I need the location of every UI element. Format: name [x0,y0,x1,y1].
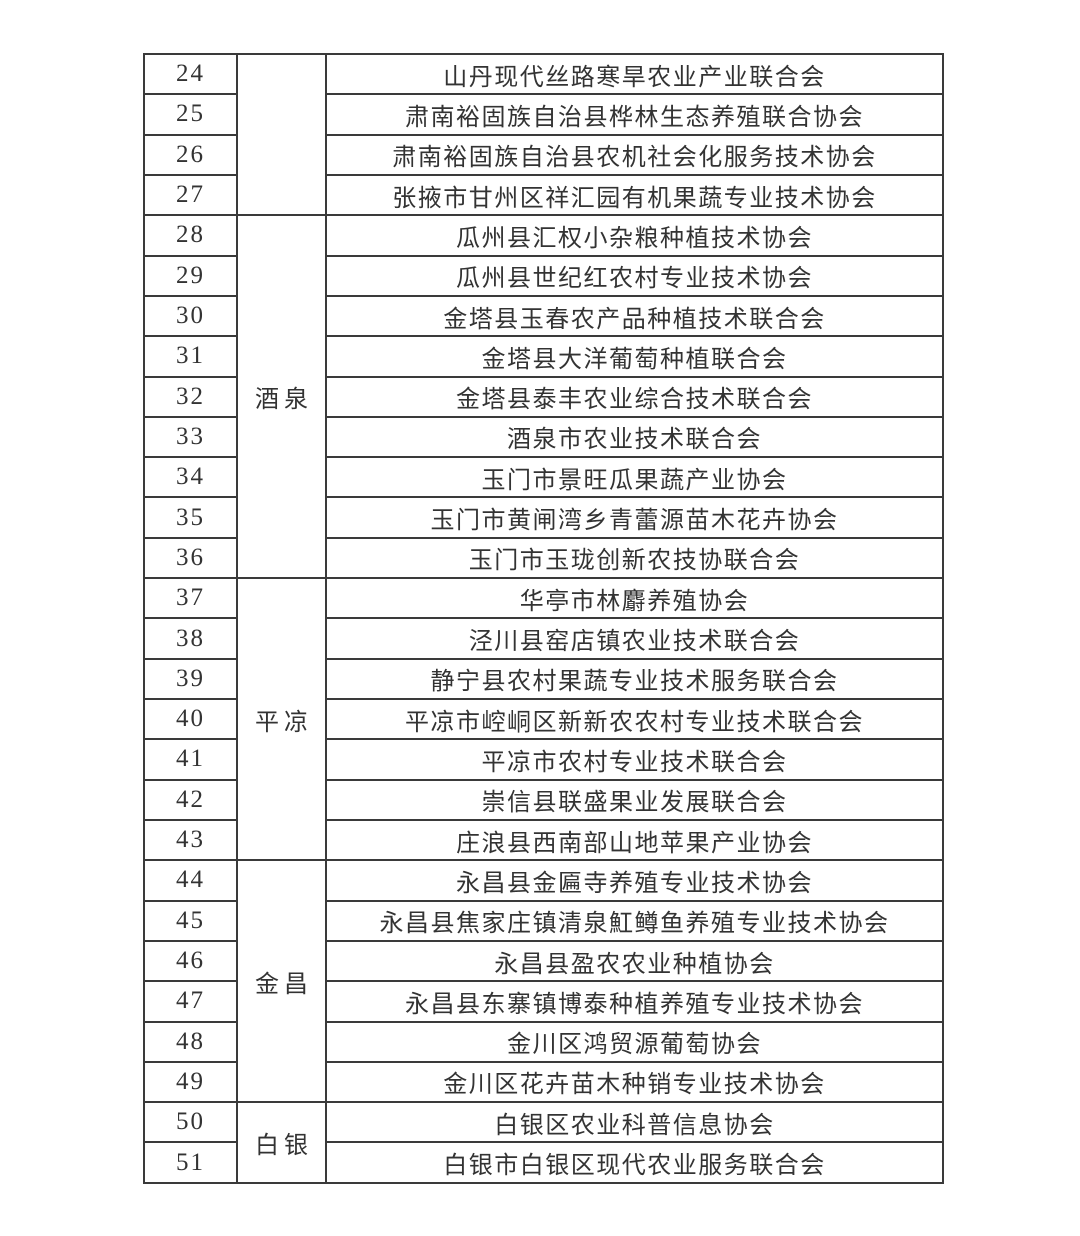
org-name-cell: 张掖市甘州区祥汇园有机果蔬专业技术协会 [325,173,944,217]
org-name-cell: 金川区花卉苗木种销专业技术协会 [325,1060,944,1104]
region-cell: 金昌 [236,859,327,1104]
org-name-cell: 玉门市玉珑创新农技协联合会 [325,536,944,580]
row-number-cell: 45 [143,899,238,942]
table-row: 30 金塔县玉春农产品种植技术联合会 [143,294,944,338]
table-row: 36 玉门市玉珑创新农技协联合会 [143,536,944,580]
org-name-cell: 白银市白银区现代农业服务联合会 [325,1141,944,1184]
table-row: 35 玉门市黄闸湾乡青蕾源苗木花卉协会 [143,496,944,539]
table-row: 31 金塔县大洋葡萄种植联合会 [143,335,944,378]
table-row: 27 张掖市甘州区祥汇园有机果蔬专业技术协会 [143,173,944,217]
org-name-cell: 金塔县玉春农产品种植技术联合会 [325,294,944,338]
org-name-cell: 肃南裕固族自治县农机社会化服务技术协会 [325,133,944,176]
row-number-cell: 36 [143,536,238,580]
row-number-cell: 34 [143,456,238,499]
row-number-cell: 37 [143,577,238,620]
row-number-cell: 33 [143,415,238,459]
org-name-cell: 肃南裕固族自治县桦林生态养殖联合协会 [325,93,944,136]
table-row: 25 肃南裕固族自治县桦林生态养殖联合协会 [143,93,944,136]
table-row: 32 金塔县泰丰农业综合技术联合会 [143,375,944,418]
table-row: 44 金昌 永昌县金匾寺养殖专业技术协会 [143,859,944,1104]
table-row: 48 金川区鸿贸源葡萄协会 [143,1020,944,1063]
row-number-cell: 27 [143,173,238,217]
row-number-cell: 51 [143,1141,238,1184]
row-number-cell: 43 [143,818,238,862]
org-name-cell: 玉门市黄闸湾乡青蕾源苗木花卉协会 [325,496,944,539]
table-row: 34 玉门市景旺瓜果蔬产业协会 [143,456,944,499]
row-number-cell: 40 [143,697,238,741]
org-name-cell: 酒泉市农业技术联合会 [325,415,944,459]
org-name-cell: 玉门市景旺瓜果蔬产业协会 [325,456,944,499]
row-number-cell: 38 [143,617,238,660]
region-cell: 平凉 [236,577,327,862]
org-name-cell: 金川区鸿贸源葡萄协会 [325,1020,944,1063]
table-row: 24 山丹现代丝路寒旱农业产业联合会 [143,52,944,217]
row-number-cell: 25 [143,93,238,136]
table-row: 40 平凉市崆峒区新新农农村专业技术联合会 [143,697,944,741]
roster-table-body: 24 山丹现代丝路寒旱农业产业联合会 25 肃南裕固族自治县桦林生态养殖联合协会 26 肃… [143,52,944,1184]
org-name-cell: 崇信县联盛果业发展联合会 [325,778,944,821]
table-row: 51 白银市白银区现代农业服务联合会 [143,1141,944,1184]
table-row: 50 白银 白银区农业科普信息协会 [143,1101,944,1184]
row-number-cell: 44 [143,859,238,902]
row-number-cell: 29 [143,254,238,297]
row-number-cell: 42 [143,778,238,821]
row-number-cell: 24 [143,52,238,96]
org-name-cell: 庄浪县西南部山地苹果产业协会 [325,818,944,862]
table-row: 33 酒泉市农业技术联合会 [143,415,944,459]
row-number-cell: 35 [143,496,238,539]
org-name-cell: 永昌县盈农农业种植协会 [325,939,944,983]
row-number-cell: 41 [143,738,238,781]
org-name-cell: 泾川县窑店镇农业技术联合会 [325,617,944,660]
table-row: 38 泾川县窑店镇农业技术联合会 [143,617,944,660]
org-name-cell: 华亭市林麝养殖协会 [325,577,944,620]
region-cell: 酒泉 [236,214,327,580]
org-name-cell: 瓜州县汇权小杂粮种植技术协会 [325,214,944,257]
org-name-cell: 平凉市崆峒区新新农农村专业技术联合会 [325,697,944,741]
org-name-cell: 金塔县大洋葡萄种植联合会 [325,335,944,378]
region-cell [236,52,327,217]
table-row: 39 静宁县农村果蔬专业技术服务联合会 [143,657,944,701]
row-number-cell: 46 [143,939,238,983]
association-roster-table: 24 山丹现代丝路寒旱农业产业联合会 25 肃南裕固族自治县桦林生态养殖联合协会 26 肃… [143,52,944,1184]
table-row: 37 平凉 华亭市林麝养殖协会 [143,577,944,862]
table-row: 26 肃南裕固族自治县农机社会化服务技术协会 [143,133,944,176]
org-name-cell: 金塔县泰丰农业综合技术联合会 [325,375,944,418]
row-number-cell: 31 [143,335,238,378]
region-cell: 白银 [236,1101,327,1184]
row-number-cell: 48 [143,1020,238,1063]
row-number-cell: 47 [143,980,238,1023]
org-name-cell: 白银区农业科普信息协会 [325,1101,944,1144]
org-name-cell: 永昌县金匾寺养殖专业技术协会 [325,859,944,902]
table-row: 42 崇信县联盛果业发展联合会 [143,778,944,821]
table-row: 49 金川区花卉苗木种销专业技术协会 [143,1060,944,1104]
table-row: 46 永昌县盈农农业种植协会 [143,939,944,983]
row-number-cell: 49 [143,1060,238,1104]
row-number-cell: 26 [143,133,238,176]
org-name-cell: 山丹现代丝路寒旱农业产业联合会 [325,52,944,96]
table-row: 29 瓜州县世纪红农村专业技术协会 [143,254,944,297]
row-number-cell: 32 [143,375,238,418]
table-row: 28 酒泉 瓜州县汇权小杂粮种植技术协会 [143,214,944,580]
org-name-cell: 瓜州县世纪红农村专业技术协会 [325,254,944,297]
table-row: 47 永昌县东寨镇博泰种植养殖专业技术协会 [143,980,944,1023]
org-name-cell: 永昌县东寨镇博泰种植养殖专业技术协会 [325,980,944,1023]
row-number-cell: 39 [143,657,238,701]
table-row: 45 永昌县焦家庄镇清泉魟鳟鱼养殖专业技术协会 [143,899,944,942]
row-number-cell: 30 [143,294,238,338]
table-row: 43 庄浪县西南部山地苹果产业协会 [143,818,944,862]
row-number-cell: 28 [143,214,238,257]
table-row: 41 平凉市农村专业技术联合会 [143,738,944,781]
org-name-cell: 平凉市农村专业技术联合会 [325,738,944,781]
org-name-cell: 永昌县焦家庄镇清泉魟鳟鱼养殖专业技术协会 [325,899,944,942]
row-number-cell: 50 [143,1101,238,1144]
org-name-cell: 静宁县农村果蔬专业技术服务联合会 [325,657,944,701]
